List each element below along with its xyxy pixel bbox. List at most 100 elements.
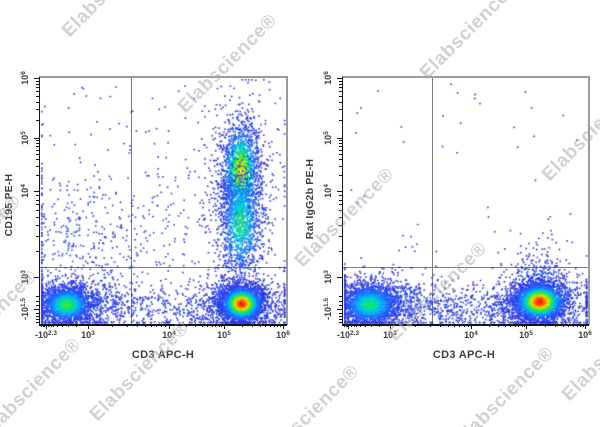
y-minor-tick: [339, 159, 342, 161]
x-tick-label: 106: [578, 330, 592, 340]
y-minor-tick: [339, 120, 342, 121]
plot-frame-top: [342, 76, 590, 78]
y-major-tick: [34, 78, 39, 79]
x-major-tick: [526, 324, 527, 329]
x-minor-tick: [371, 324, 372, 327]
x-minor-tick: [42, 324, 44, 327]
y-minor-tick: [339, 204, 342, 206]
x-minor-tick: [41, 324, 42, 327]
x-axis-line: [38, 324, 287, 326]
y-minor-tick: [36, 109, 39, 111]
watermark-text: Elabscience®: [0, 333, 86, 427]
y-tick-label: 106: [20, 71, 30, 85]
x-minor-tick: [439, 324, 441, 327]
x-minor-tick: [524, 324, 526, 327]
x-minor-tick: [347, 324, 348, 327]
y-minor-tick: [339, 175, 342, 176]
y-minor-tick: [36, 83, 39, 85]
y-minor-tick: [36, 165, 39, 167]
y-tick-label: 103: [323, 270, 333, 284]
x-minor-tick: [505, 324, 507, 327]
x-minor-tick: [415, 324, 417, 327]
y-minor-tick: [339, 109, 342, 111]
right-plot-point-cloud: [343, 78, 588, 324]
x-minor-tick: [259, 324, 261, 327]
y-minor-tick: [339, 146, 342, 148]
x-minor-tick: [277, 324, 279, 327]
y-minor-tick: [339, 80, 342, 82]
x-minor-tick: [144, 324, 146, 327]
x-minor-tick: [544, 324, 546, 327]
plot-frame-right: [588, 76, 590, 325]
y-minor-tick: [36, 175, 39, 176]
y-minor-tick: [36, 143, 39, 145]
x-minor-tick: [161, 324, 163, 327]
y-minor-tick: [339, 225, 342, 227]
x-minor-tick: [50, 324, 52, 327]
y-minor-tick: [339, 102, 342, 103]
x-minor-tick: [280, 324, 282, 327]
x-major-tick: [88, 324, 89, 329]
x-major-tick: [169, 324, 170, 329]
y-minor-tick: [36, 140, 39, 142]
y-minor-tick: [339, 195, 342, 197]
watermark-text: Elabscience®: [58, 0, 166, 42]
y-minor-tick: [36, 305, 39, 306]
x-minor-tick: [265, 324, 267, 327]
y-minor-tick: [36, 120, 39, 121]
y-minor-tick: [36, 159, 39, 161]
x-tick-label: 103: [81, 330, 95, 340]
y-minor-tick: [36, 87, 39, 89]
x-minor-tick: [568, 324, 570, 327]
x-minor-tick: [521, 324, 523, 327]
right-y-axis-title: Rat IgG2b PE-H: [304, 158, 316, 240]
y-minor-tick: [36, 216, 39, 218]
x-minor-tick: [76, 324, 77, 327]
y-minor-tick: [339, 140, 342, 142]
left-plot-point-cloud: [40, 78, 286, 324]
x-major-tick: [471, 324, 472, 329]
y-minor-tick: [36, 149, 39, 151]
y-minor-tick: [339, 313, 342, 314]
x-minor-tick: [351, 324, 352, 327]
x-minor-tick: [468, 324, 470, 327]
y-minor-tick: [36, 195, 39, 197]
x-minor-tick: [202, 324, 204, 327]
y-minor-tick: [339, 305, 342, 306]
x-major-tick: [390, 324, 391, 329]
x-minor-tick: [345, 324, 347, 327]
x-tick-label: 104: [162, 330, 176, 340]
y-major-tick: [337, 191, 342, 192]
y-minor-tick: [339, 296, 342, 297]
x-minor-tick: [344, 324, 345, 327]
y-tick-label: -101.5: [323, 297, 333, 321]
x-minor-tick: [555, 324, 557, 327]
y-minor-tick: [36, 296, 39, 297]
x-minor-tick: [488, 324, 490, 327]
y-minor-tick: [339, 316, 342, 317]
y-minor-tick: [36, 316, 39, 317]
x-major-tick: [585, 324, 586, 329]
y-minor-tick: [339, 301, 342, 302]
x-minor-tick: [514, 324, 516, 327]
x-minor-tick: [273, 324, 275, 327]
x-minor-tick: [48, 324, 49, 327]
y-minor-tick: [36, 251, 39, 253]
y-minor-tick: [36, 319, 39, 320]
x-tick-label: 105: [217, 330, 231, 340]
left-y-axis-title: CD195 PE-H: [3, 173, 15, 237]
y-major-tick: [34, 277, 39, 278]
right-x-axis-title: CD3 APC-H: [432, 349, 496, 361]
x-tick-label: -102.3: [336, 330, 360, 340]
y-minor-tick: [36, 153, 39, 155]
y-minor-tick: [36, 102, 39, 103]
y-minor-tick: [36, 96, 39, 98]
y-tick-label: 104: [323, 184, 333, 198]
x-minor-tick: [44, 324, 45, 327]
y-tick-label: 105: [323, 131, 333, 145]
y-minor-tick: [339, 149, 342, 151]
x-minor-tick: [126, 324, 128, 327]
x-minor-tick: [68, 324, 69, 327]
y-minor-tick: [339, 143, 342, 145]
